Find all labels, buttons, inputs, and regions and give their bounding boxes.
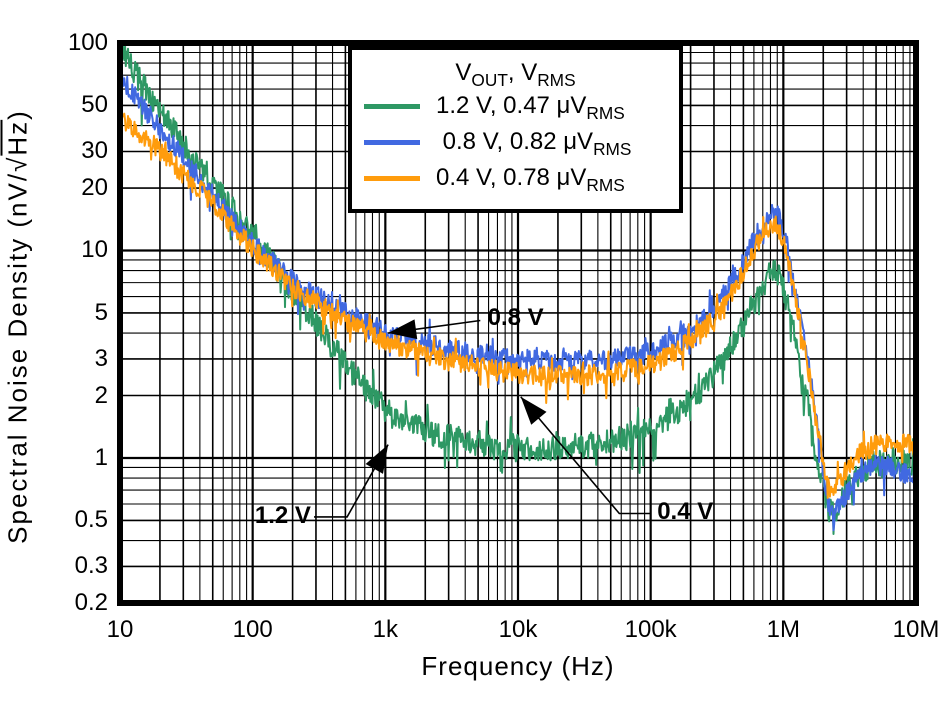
legend-entry-2: 0.4 V, 0.78 μVRMS: [352, 160, 679, 196]
y-tick-label: 0.2: [74, 588, 108, 616]
y-tick-label: 2: [94, 381, 108, 409]
y-tick-label: 0.5: [74, 506, 108, 534]
y-tick-label: 100: [67, 29, 108, 56]
y-axis-title: Spectral Noise Density (nV/√Hz): [3, 0, 34, 677]
annotation-leader-2: [520, 396, 651, 515]
legend-label-2: 0.4 V, 0.78 μVRMS: [436, 164, 625, 195]
annotation-label-2: 0.4 V: [657, 498, 714, 526]
legend-swatch-0: [364, 103, 420, 109]
x-tick-label: 1k: [372, 616, 398, 643]
legend-label-1: 0.8 V, 0.82 μVRMS: [436, 128, 632, 159]
x-tick-label: 10M: [892, 616, 940, 643]
y-axis-title-text: Spectral Noise Density (nV/√: [2, 155, 33, 544]
series-curves: [120, 43, 916, 535]
y-tick-label: 0.3: [74, 552, 108, 580]
y-axis-title-close: ): [2, 109, 33, 120]
y-tick-label: 20: [81, 174, 108, 202]
legend-label-0: 1.2 V, 0.47 μVRMS: [436, 92, 625, 123]
legend-entry-0: 1.2 V, 0.47 μVRMS: [352, 88, 679, 124]
y-tick-label: 30: [81, 137, 108, 165]
x-axis-title: Frequency (Hz): [421, 651, 615, 681]
x-tick-label: 100k: [624, 616, 677, 643]
y-tick-label: 10: [81, 236, 108, 264]
series-curve-0.4V: [120, 112, 916, 499]
legend-swatch-2: [364, 175, 420, 181]
x-tick-label: 10: [106, 616, 134, 643]
y-tick-label: 1: [94, 443, 108, 471]
annotation-arrows: [314, 319, 651, 518]
y-axis-title-overline: Hz: [2, 119, 33, 156]
y-tick-label: 50: [81, 91, 108, 119]
y-tick-label: 3: [94, 344, 108, 372]
legend: VOUT, VRMS 1.2 V, 0.47 μVRMS 0.8 V, 0.82…: [348, 46, 683, 213]
legend-entry-1: 0.8 V, 0.82 μVRMS: [352, 124, 679, 160]
annotation-label-1: 1.2 V: [254, 501, 311, 529]
legend-swatch-1: [364, 139, 420, 145]
legend-entries: 1.2 V, 0.47 μVRMS 0.8 V, 0.82 μVRMS 0.4 V…: [352, 88, 679, 196]
annotation-arrowhead-1: [365, 444, 389, 474]
y-tick-label: 5: [94, 298, 108, 326]
annotation-label-0: 0.8 V: [487, 303, 544, 331]
annotation-arrowhead-0: [388, 319, 418, 340]
legend-title: VOUT, VRMS: [455, 59, 576, 90]
x-tick-label: 10k: [498, 616, 538, 643]
plot-frame: [117, 40, 919, 606]
annotation-arrowhead-2: [520, 396, 547, 425]
x-tick-label: 1M: [766, 616, 800, 643]
x-tick-label: 100: [232, 616, 273, 643]
